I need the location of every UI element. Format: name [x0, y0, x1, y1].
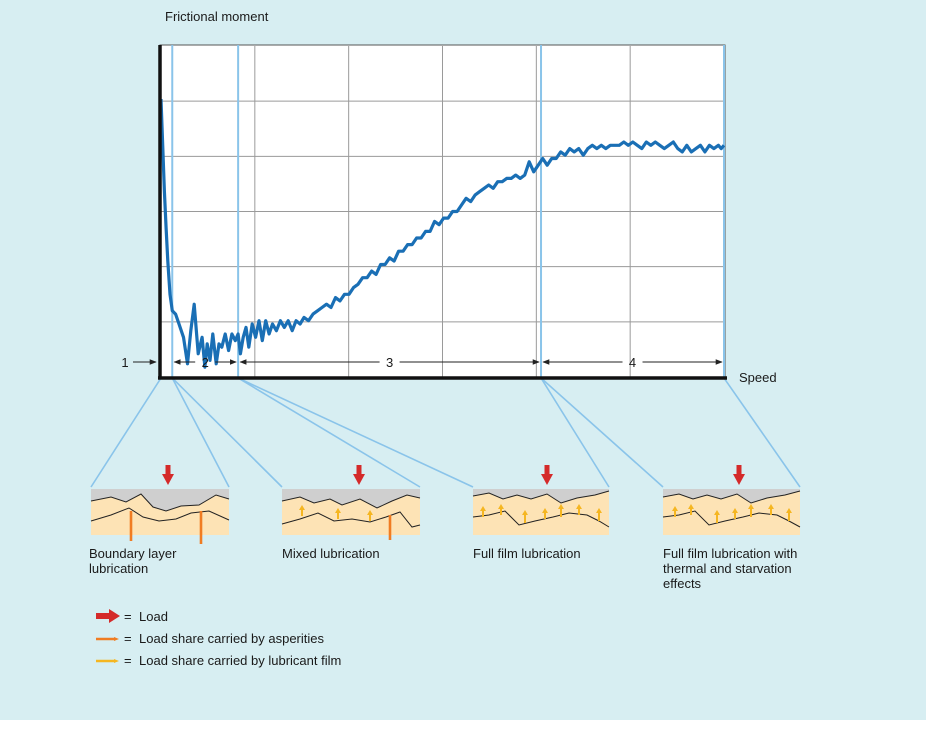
legend-equals: =	[124, 631, 132, 646]
upper-surface	[91, 489, 229, 511]
phase-label-2: 2	[202, 355, 209, 370]
diagram-caption: Boundary layer	[89, 546, 177, 561]
film-arrow-head	[542, 508, 548, 513]
load-arrow-head	[353, 474, 365, 485]
film-arrow-head	[335, 508, 341, 513]
film-arrow-head	[558, 504, 564, 509]
lubrication-diagram	[662, 465, 801, 535]
film-arrow-head	[576, 504, 582, 509]
load-arrow-shaft	[736, 465, 742, 475]
phase-label-4: 4	[629, 355, 636, 370]
upper-surface	[663, 489, 800, 503]
x-axis-title: Speed	[739, 370, 777, 385]
legend-share-arrow-head	[114, 637, 119, 641]
film-arrow-head	[498, 504, 504, 509]
friction-curve-line	[159, 98, 726, 369]
legend: = Load = Load share carried by asperities = L…	[96, 609, 341, 668]
diagram-caption: effects	[663, 576, 702, 591]
lower-profile	[281, 511, 421, 528]
film-arrow-head	[748, 504, 754, 509]
load-arrow-shaft	[356, 465, 362, 475]
phase-indicators: 1 2 3 4	[121, 355, 723, 370]
upper-profile	[90, 493, 230, 512]
lubrication-diagram	[281, 465, 421, 540]
film-arrow-head	[480, 506, 486, 511]
projection-line	[171, 377, 230, 488]
lower-profile	[90, 507, 230, 522]
projection-line	[171, 377, 283, 488]
legend-equals: =	[124, 653, 132, 668]
upper-profile	[472, 490, 610, 504]
film-arrow-head	[522, 510, 528, 515]
film-arrow-head	[732, 508, 738, 513]
legend-load-arrow	[96, 613, 110, 619]
phase-label-3: 3	[386, 355, 393, 370]
legend-load-arrow-head	[109, 609, 120, 623]
film-arrow-head	[672, 506, 678, 511]
load-arrow-shaft	[165, 465, 171, 475]
film-arrow-head	[688, 504, 694, 509]
lubrication-diagram	[472, 465, 610, 535]
projection-line	[237, 377, 421, 488]
upper-profile	[281, 494, 421, 509]
projection-line	[723, 377, 801, 488]
load-arrow-head	[733, 474, 745, 485]
projection-line	[540, 377, 664, 488]
load-arrow-shaft	[544, 465, 550, 475]
upper-profile	[662, 490, 801, 504]
film-arrow-head	[768, 504, 774, 509]
phase-boundary-lines	[171, 45, 725, 378]
lubrication-diagram	[90, 465, 230, 544]
load-arrow-head	[541, 474, 553, 485]
y-axis-title: Frictional moment	[165, 9, 269, 24]
projection-line	[90, 377, 162, 488]
diagram-caption: lubrication	[89, 561, 148, 576]
diagram-caption: thermal and starvation	[663, 561, 792, 576]
legend-equals: =	[124, 609, 132, 624]
projection-line	[237, 377, 474, 488]
legend-share-arrow-head	[114, 659, 119, 663]
legend-label: Load share carried by asperities	[139, 631, 324, 646]
diagram-caption: Full film lubrication with	[663, 546, 797, 561]
film-arrow-head	[299, 505, 305, 510]
projection-line	[540, 377, 610, 488]
film-arrow-head	[786, 508, 792, 513]
legend-label: Load share carried by lubricant film	[139, 653, 341, 668]
upper-surface	[473, 489, 609, 503]
upper-surface	[282, 489, 420, 508]
projection-lines	[90, 377, 801, 488]
diagram-caption: Mixed lubrication	[282, 546, 380, 561]
friction-curve	[159, 98, 726, 369]
load-arrow-head	[162, 474, 174, 485]
legend-label: Load	[139, 609, 168, 624]
film-arrow-head	[367, 510, 373, 515]
lubrication-diagrams	[90, 465, 801, 544]
film-arrow-head	[714, 510, 720, 515]
diagram-caption: Full film lubrication	[473, 546, 581, 561]
film-arrow-head	[596, 508, 602, 513]
phase-label-1: 1	[121, 355, 128, 370]
